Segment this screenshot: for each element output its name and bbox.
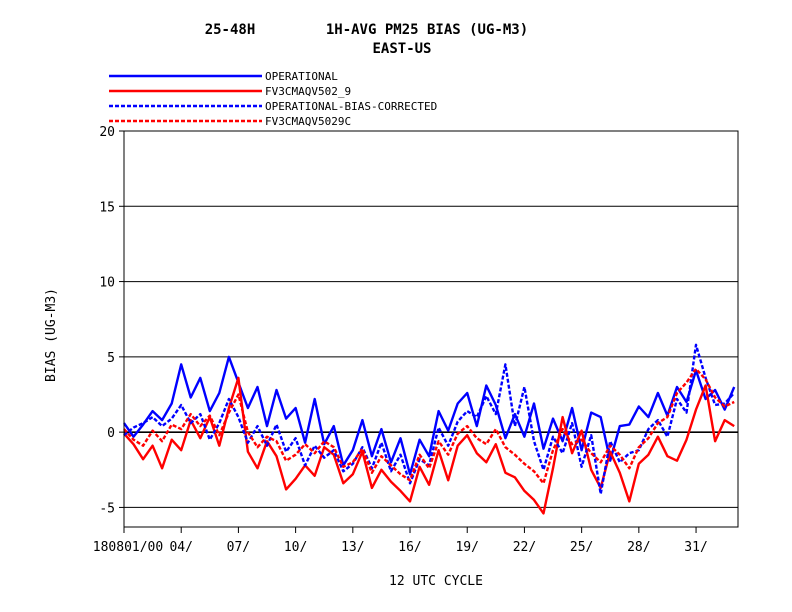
x-axis-label: 12 UTC CYCLE (389, 574, 483, 589)
x-tick-label: 180801/00 (93, 540, 163, 555)
x-tick-label: 16/ (398, 540, 421, 555)
grid (124, 205, 738, 508)
x-tick-label: 25/ (570, 540, 593, 555)
legend-label-3: OPERATIONAL-BIAS-CORRECTED (265, 100, 437, 113)
legend-label-4: FV3CMAQV5029C (265, 115, 351, 128)
chart-subtitle: EAST-US (372, 41, 431, 57)
x-tick-label: 10/ (284, 540, 307, 555)
chart-title-left: 25-48H (205, 22, 256, 38)
x-tick-label: 22/ (513, 540, 536, 555)
series-layer (123, 343, 736, 515)
series-line-4 (123, 367, 735, 485)
legend-label-2: FV3CMAQV502_9 (265, 85, 351, 98)
x-tick-label: 07/ (227, 540, 250, 555)
y-tick-label: 0 (107, 426, 115, 441)
series-line-1 (123, 355, 736, 476)
y-tick-label: 20 (99, 125, 115, 140)
x-tick-label: 04/ (169, 540, 192, 555)
y-tick-label: 15 (99, 200, 115, 215)
x-tick-label: 13/ (341, 540, 364, 555)
legend: OPERATIONAL FV3CMAQV502_9 OPERATIONAL-BIAS… (109, 70, 437, 128)
plot-frame (123, 130, 739, 528)
y-axis-label: BIAS (UG-M3) (44, 288, 59, 382)
legend-label-1: OPERATIONAL (265, 70, 338, 83)
y-tick-label: 5 (107, 351, 115, 366)
x-tick-label: 31/ (684, 540, 707, 555)
y-tick-label: -5 (99, 501, 115, 516)
ticks: -5 0 5 10 15 20 180801/00 04/07/10/13/16/19/22/… (93, 125, 708, 555)
y-tick-label: 10 (99, 276, 115, 291)
series-line-3 (123, 343, 736, 496)
x-tick-label: 28/ (627, 540, 650, 555)
series-line-2 (123, 376, 735, 515)
chart-title-right: 1H-AVG PM25 BIAS (UG-M3) (326, 22, 528, 38)
x-tick-label: 19/ (455, 540, 478, 555)
